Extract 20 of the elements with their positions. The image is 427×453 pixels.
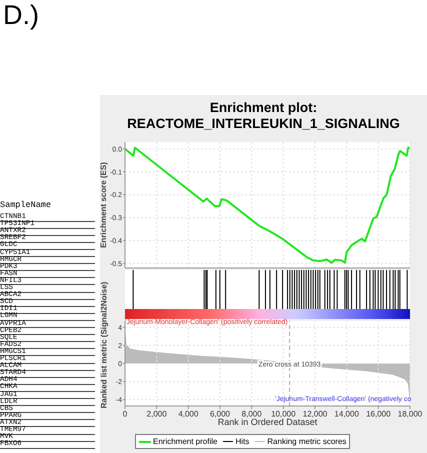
x-tick-label: 4,000 (178, 410, 199, 419)
x-tick-label: 6,000 (210, 410, 231, 419)
x-tick-label: 14,000 (334, 410, 360, 419)
x-tick-label: 16,000 (366, 410, 392, 419)
line-series (125, 146, 410, 264)
x-tick-label: 12,000 (302, 410, 328, 419)
legend-label: Enrichment profile (153, 437, 218, 446)
y-axis-title: Ranked list metric (Signal2Noise) (98, 280, 110, 410)
x-axis-title: Rank in Ordered Dataset (218, 417, 318, 427)
x-tick-label: 18,000 (398, 410, 423, 419)
legend-label: Ranking metric scores (267, 437, 346, 446)
legend-label: Hits (235, 437, 250, 446)
chart-title: Enrichment plot: (208, 100, 318, 116)
text: D.) (3, 0, 39, 31)
chart-subtitle: REACTOME_INTERLEUKIN_1_SIGNALING (126, 116, 401, 132)
x-tick-label: 10,000 (271, 410, 296, 419)
y-axis-title: Enrichment score (ES) (98, 161, 109, 250)
text: SampleName (0, 200, 52, 210)
x-tick-label: 2,000 (146, 410, 168, 419)
x-tick-label: 8,000 (242, 410, 262, 419)
